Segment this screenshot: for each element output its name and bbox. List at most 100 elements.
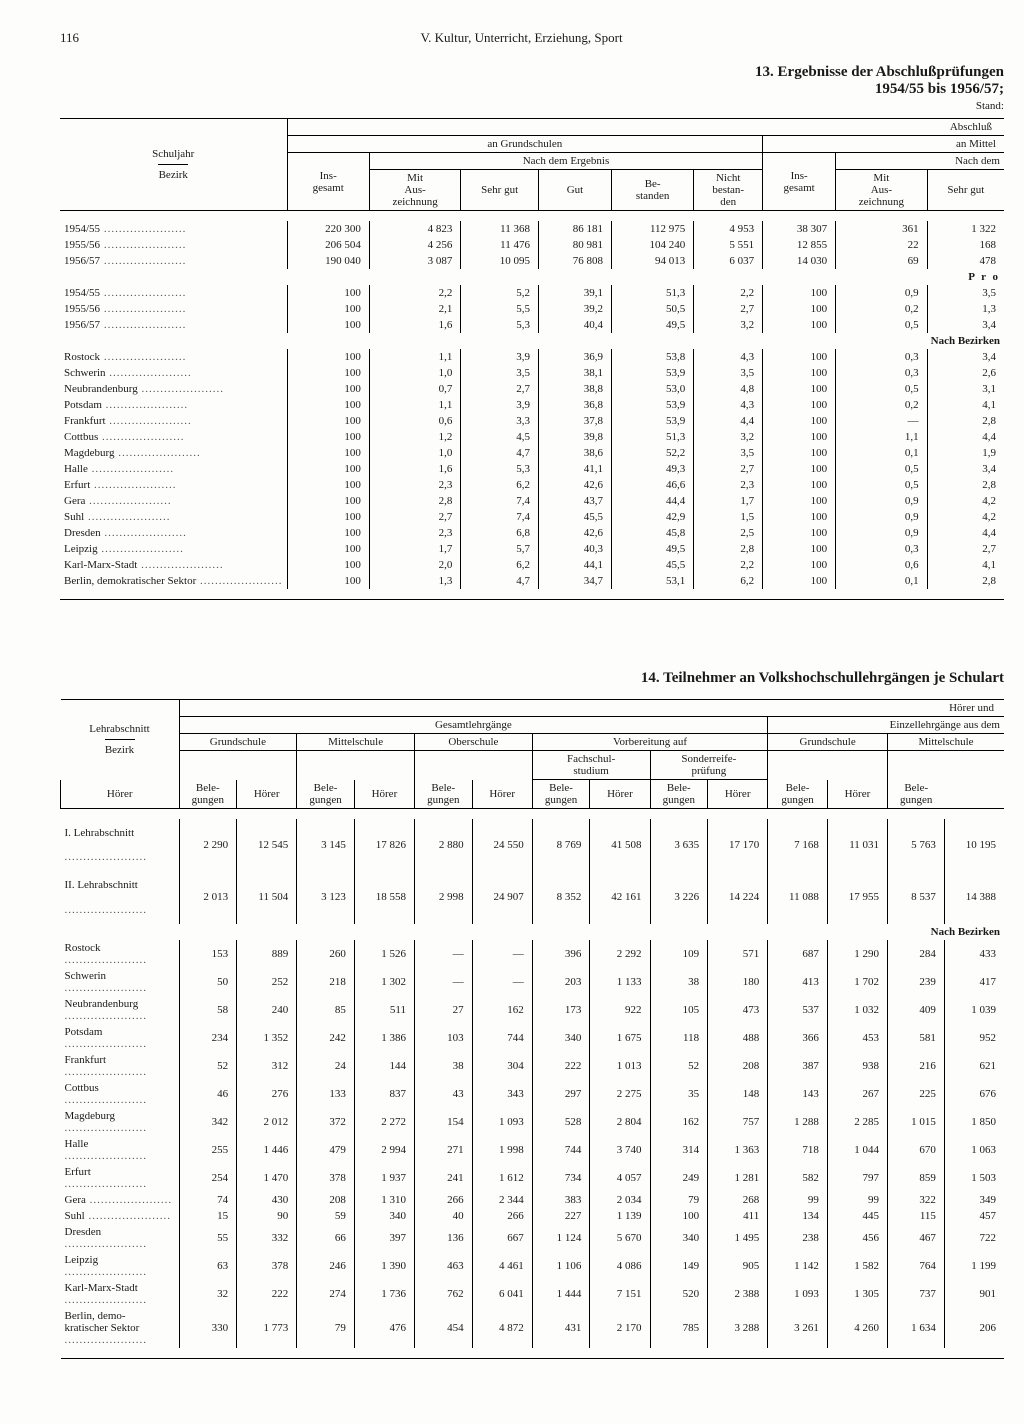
cell: 520 [650,1280,708,1308]
cell: 3,5 [927,285,1004,301]
cell: 1 998 [472,1136,532,1164]
cell: 99 [768,1192,828,1208]
cell: 52,2 [611,445,693,461]
cell: 11 476 [461,237,539,253]
row-label: Dresden [60,525,287,541]
cell: 134 [768,1208,828,1224]
row-label: Berlin, demokratischer Sektor [60,573,287,589]
cell: 397 [354,1224,414,1252]
cell: 99 [827,1192,887,1208]
cell: 2,7 [927,541,1004,557]
cell: 383 [532,1192,590,1208]
cell: 2 804 [590,1108,650,1136]
cell: 22 [836,237,928,253]
cell: 8 769 [532,819,590,871]
cell: 40,3 [538,541,611,557]
cell: 100 [763,525,836,541]
cell: 36,8 [538,397,611,413]
cell: 479 [297,1136,355,1164]
cell: 3 226 [650,871,708,923]
cell: 0,2 [836,301,928,317]
h-hoerer: Hörer [354,780,414,809]
cell: 115 [888,1208,945,1224]
cell: 267 [827,1080,887,1108]
cell: 3,9 [461,397,539,413]
row-label: 1956/57 [60,317,287,333]
h-gut: Gut [538,170,611,211]
cell: 1 634 [888,1308,945,1348]
cell: 24 550 [472,819,532,871]
h-ausz1: Mit Aus- zeichnung [369,170,461,211]
page-number: 116 [60,30,79,46]
cell: 242 [297,1024,355,1052]
cell: 2,2 [369,285,461,301]
cell: 1 446 [237,1136,297,1164]
cell: 2,2 [694,285,763,301]
cell: 3,4 [927,461,1004,477]
cell: 11 088 [768,871,828,923]
cell: 366 [768,1024,828,1052]
cell: 2,8 [694,541,763,557]
cell: 100 [287,317,369,333]
cell: 100 [763,509,836,525]
cell: 241 [415,1164,473,1192]
cell: 737 [888,1280,945,1308]
cell: 94 013 [611,253,693,269]
cell: 297 [532,1080,590,1108]
h-grund14a: Grundschule [179,734,297,751]
cell: 100 [763,365,836,381]
cell: 100 [287,461,369,477]
cell: 1,7 [694,493,763,509]
cell: 2 344 [472,1192,532,1208]
row-label: Karl-Marx-Stadt [61,1280,180,1308]
cell: 1 063 [944,1136,1004,1164]
cell: 17 826 [354,819,414,871]
cell: 53,0 [611,381,693,397]
row-label: Suhl [60,509,287,525]
cell: 4 256 [369,237,461,253]
cell: 100 [763,541,836,557]
cell: 17 170 [708,819,768,871]
cell: 190 040 [287,253,369,269]
cell: 764 [888,1252,945,1280]
cell: 180 [708,968,768,996]
cell: 44,1 [538,557,611,573]
cell: 1 302 [354,968,414,996]
row-label: Potsdam [60,397,287,413]
cell: 343 [472,1080,532,1108]
row-label: Erfurt [60,477,287,493]
cell: 100 [763,397,836,413]
cell: 45,5 [611,557,693,573]
cell: 6 037 [694,253,763,269]
cell: 18 558 [354,871,414,923]
cell: 734 [532,1164,590,1192]
cell: 3,2 [694,429,763,445]
cell: 252 [237,968,297,996]
cell: 5,2 [461,285,539,301]
cell: 27 [415,996,473,1024]
cell: 36,9 [538,349,611,365]
h-nbest: Nicht bestan- den [694,170,763,211]
cell: 0,9 [836,525,928,541]
cell: 3 635 [650,819,708,871]
cell: — [836,413,928,429]
cell: 218 [297,968,355,996]
cell: 2 012 [237,1108,297,1136]
cell: 2,7 [461,381,539,397]
cell: 42 161 [590,871,650,923]
row-label: Halle [61,1136,180,1164]
cell: 38 [415,1052,473,1080]
cell: 0,6 [836,557,928,573]
cell: 409 [888,996,945,1024]
cell: 11 504 [237,871,297,923]
cell: 571 [708,940,768,968]
cell: 148 [708,1080,768,1108]
row-label: Frankfurt [60,413,287,429]
cell: 4,8 [694,381,763,397]
cell: 15 [179,1208,237,1224]
page-header: 116 V. Kultur, Unterricht, Erziehung, Sp… [60,30,1004,46]
cell: 3 261 [768,1308,828,1348]
cell: 2 034 [590,1192,650,1208]
cell: 206 504 [287,237,369,253]
h-sehrgut2: Sehr gut [927,170,1004,211]
